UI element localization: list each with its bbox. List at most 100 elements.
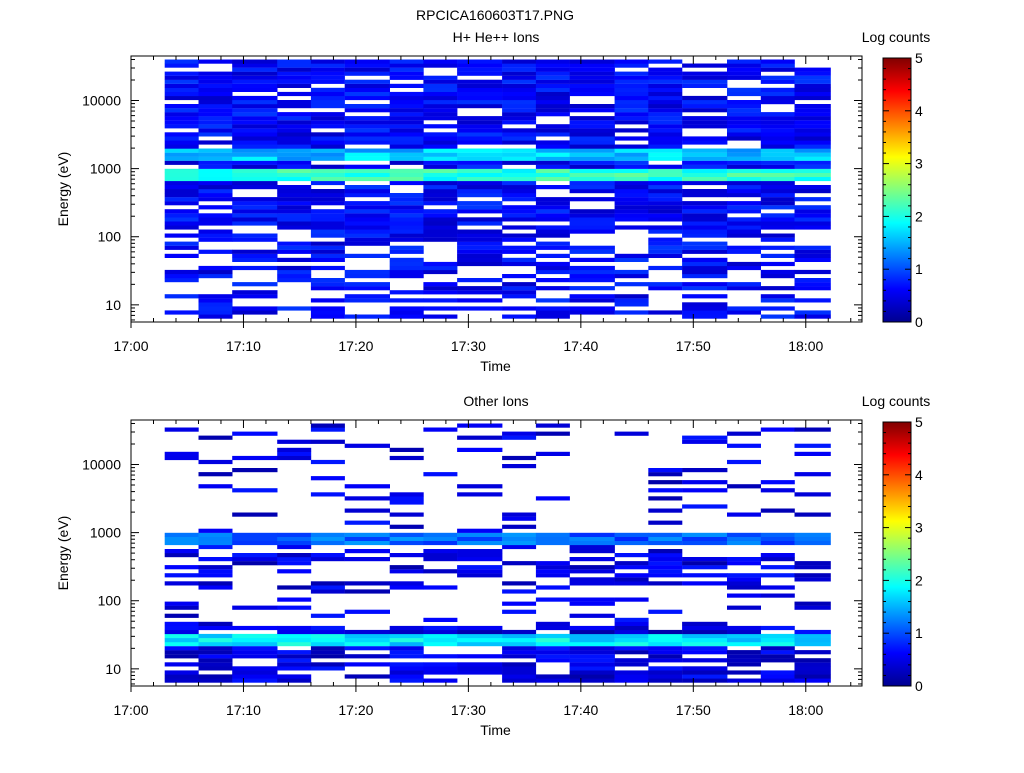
heatmap-cell — [344, 136, 390, 141]
heatmap-cell — [344, 557, 390, 562]
heatmap-cell — [389, 662, 424, 667]
heatmap-cell — [423, 269, 458, 275]
heatmap-cell — [232, 553, 278, 558]
heatmap-cell — [344, 532, 390, 537]
heatmap-cell — [502, 108, 537, 113]
heatmap-cell — [198, 168, 233, 173]
heatmap-cell — [760, 427, 795, 432]
heatmap-cell — [648, 286, 683, 291]
heatmap-cell — [535, 83, 570, 88]
heatmap-cell — [277, 544, 312, 550]
heatmap-cell — [682, 674, 728, 679]
heatmap-cell — [457, 233, 503, 238]
heatmap-cell — [198, 148, 233, 153]
heatmap-cell — [760, 269, 795, 275]
heatmap-cell — [310, 225, 345, 230]
heatmap-cell — [232, 282, 278, 287]
heatmap-cell — [760, 557, 795, 562]
heatmap-cell — [614, 152, 649, 157]
heatmap-cell — [164, 59, 199, 64]
heatmap-cell — [344, 221, 390, 226]
heatmap-cell — [164, 193, 199, 198]
heatmap-cell — [569, 83, 615, 88]
heatmap-cell — [457, 136, 503, 141]
heatmap-cell — [344, 108, 390, 113]
heatmap-cell — [614, 168, 649, 173]
heatmap-cell — [727, 221, 761, 226]
heatmap-cell — [648, 71, 683, 76]
heatmap-cell — [502, 609, 537, 614]
heatmap-cell — [760, 536, 795, 541]
heatmap-cell — [535, 646, 570, 651]
heatmap-cell — [760, 112, 795, 117]
heatmap-cell — [535, 658, 570, 663]
heatmap-cell — [277, 59, 312, 64]
heatmap-cell — [648, 508, 683, 513]
heatmap-cell — [727, 557, 761, 562]
heatmap-cell — [164, 71, 199, 76]
heatmap-cell — [277, 83, 312, 88]
heatmap-cell — [614, 71, 649, 76]
heatmap-cell — [389, 492, 424, 497]
heatmap-cell — [389, 314, 424, 319]
heatmap-cell — [198, 298, 233, 303]
colorbar-tick-label: 1 — [915, 261, 923, 277]
heatmap-cell — [232, 79, 278, 84]
heatmap-cell — [535, 233, 570, 238]
heatmap-cell — [310, 201, 345, 206]
heatmap-cell — [389, 650, 424, 655]
heatmap-cell — [614, 257, 649, 262]
heatmap-cell — [423, 549, 458, 554]
heatmap-cell — [389, 274, 424, 279]
heatmap-cell — [502, 91, 537, 97]
heatmap-cell — [648, 100, 683, 105]
heatmap-cell — [760, 152, 795, 157]
heatmap-cell — [389, 201, 424, 206]
heatmap-cell — [502, 654, 537, 659]
heatmap-cell — [794, 197, 831, 202]
heatmap-cell — [344, 496, 390, 501]
heatmap-cell — [682, 646, 728, 651]
heatmap-cell — [569, 286, 615, 291]
heatmap-cell — [310, 100, 345, 105]
heatmap-cell — [277, 629, 312, 635]
heatmap-cell — [423, 638, 458, 643]
heatmap-cell — [164, 629, 199, 635]
y-axis: 10 100 1000 10000 — [82, 58, 862, 321]
heatmap-cell — [423, 569, 458, 574]
heatmap-cell — [423, 63, 458, 68]
heatmap-cell — [232, 63, 278, 68]
heatmap-cell — [614, 431, 649, 436]
heatmap-cell — [344, 298, 390, 303]
heatmap-cell — [727, 532, 761, 537]
heatmap-cell — [502, 314, 537, 319]
heatmap-cell — [423, 124, 458, 129]
heatmap-cell — [502, 132, 537, 137]
heatmap-cell — [682, 193, 728, 198]
heatmap-cell — [198, 269, 233, 275]
heatmap-cell — [232, 646, 278, 651]
heatmap-cell — [648, 253, 683, 258]
heatmap-cell — [569, 597, 615, 602]
heatmap-cell — [760, 172, 795, 177]
heatmap-cell — [423, 180, 458, 186]
heatmap-cell — [344, 185, 390, 190]
heatmap-cell — [648, 666, 683, 671]
heatmap-cell — [232, 431, 278, 436]
heatmap-cell — [423, 176, 458, 182]
heatmap-cell — [569, 209, 615, 214]
heatmap-cell — [794, 282, 831, 287]
heatmap-cell — [502, 112, 537, 117]
heatmap-cell — [344, 164, 390, 169]
heatmap-cell — [569, 160, 615, 165]
heatmap-cell — [569, 666, 615, 671]
heatmap-cell — [648, 569, 683, 574]
heatmap-cell — [682, 108, 728, 113]
heatmap-cell — [423, 91, 458, 97]
heatmap-cell — [164, 573, 199, 578]
heatmap-cell — [164, 455, 199, 461]
heatmap-cell — [389, 156, 424, 161]
heatmap-cell — [457, 257, 503, 262]
heatmap-cell — [198, 536, 233, 541]
